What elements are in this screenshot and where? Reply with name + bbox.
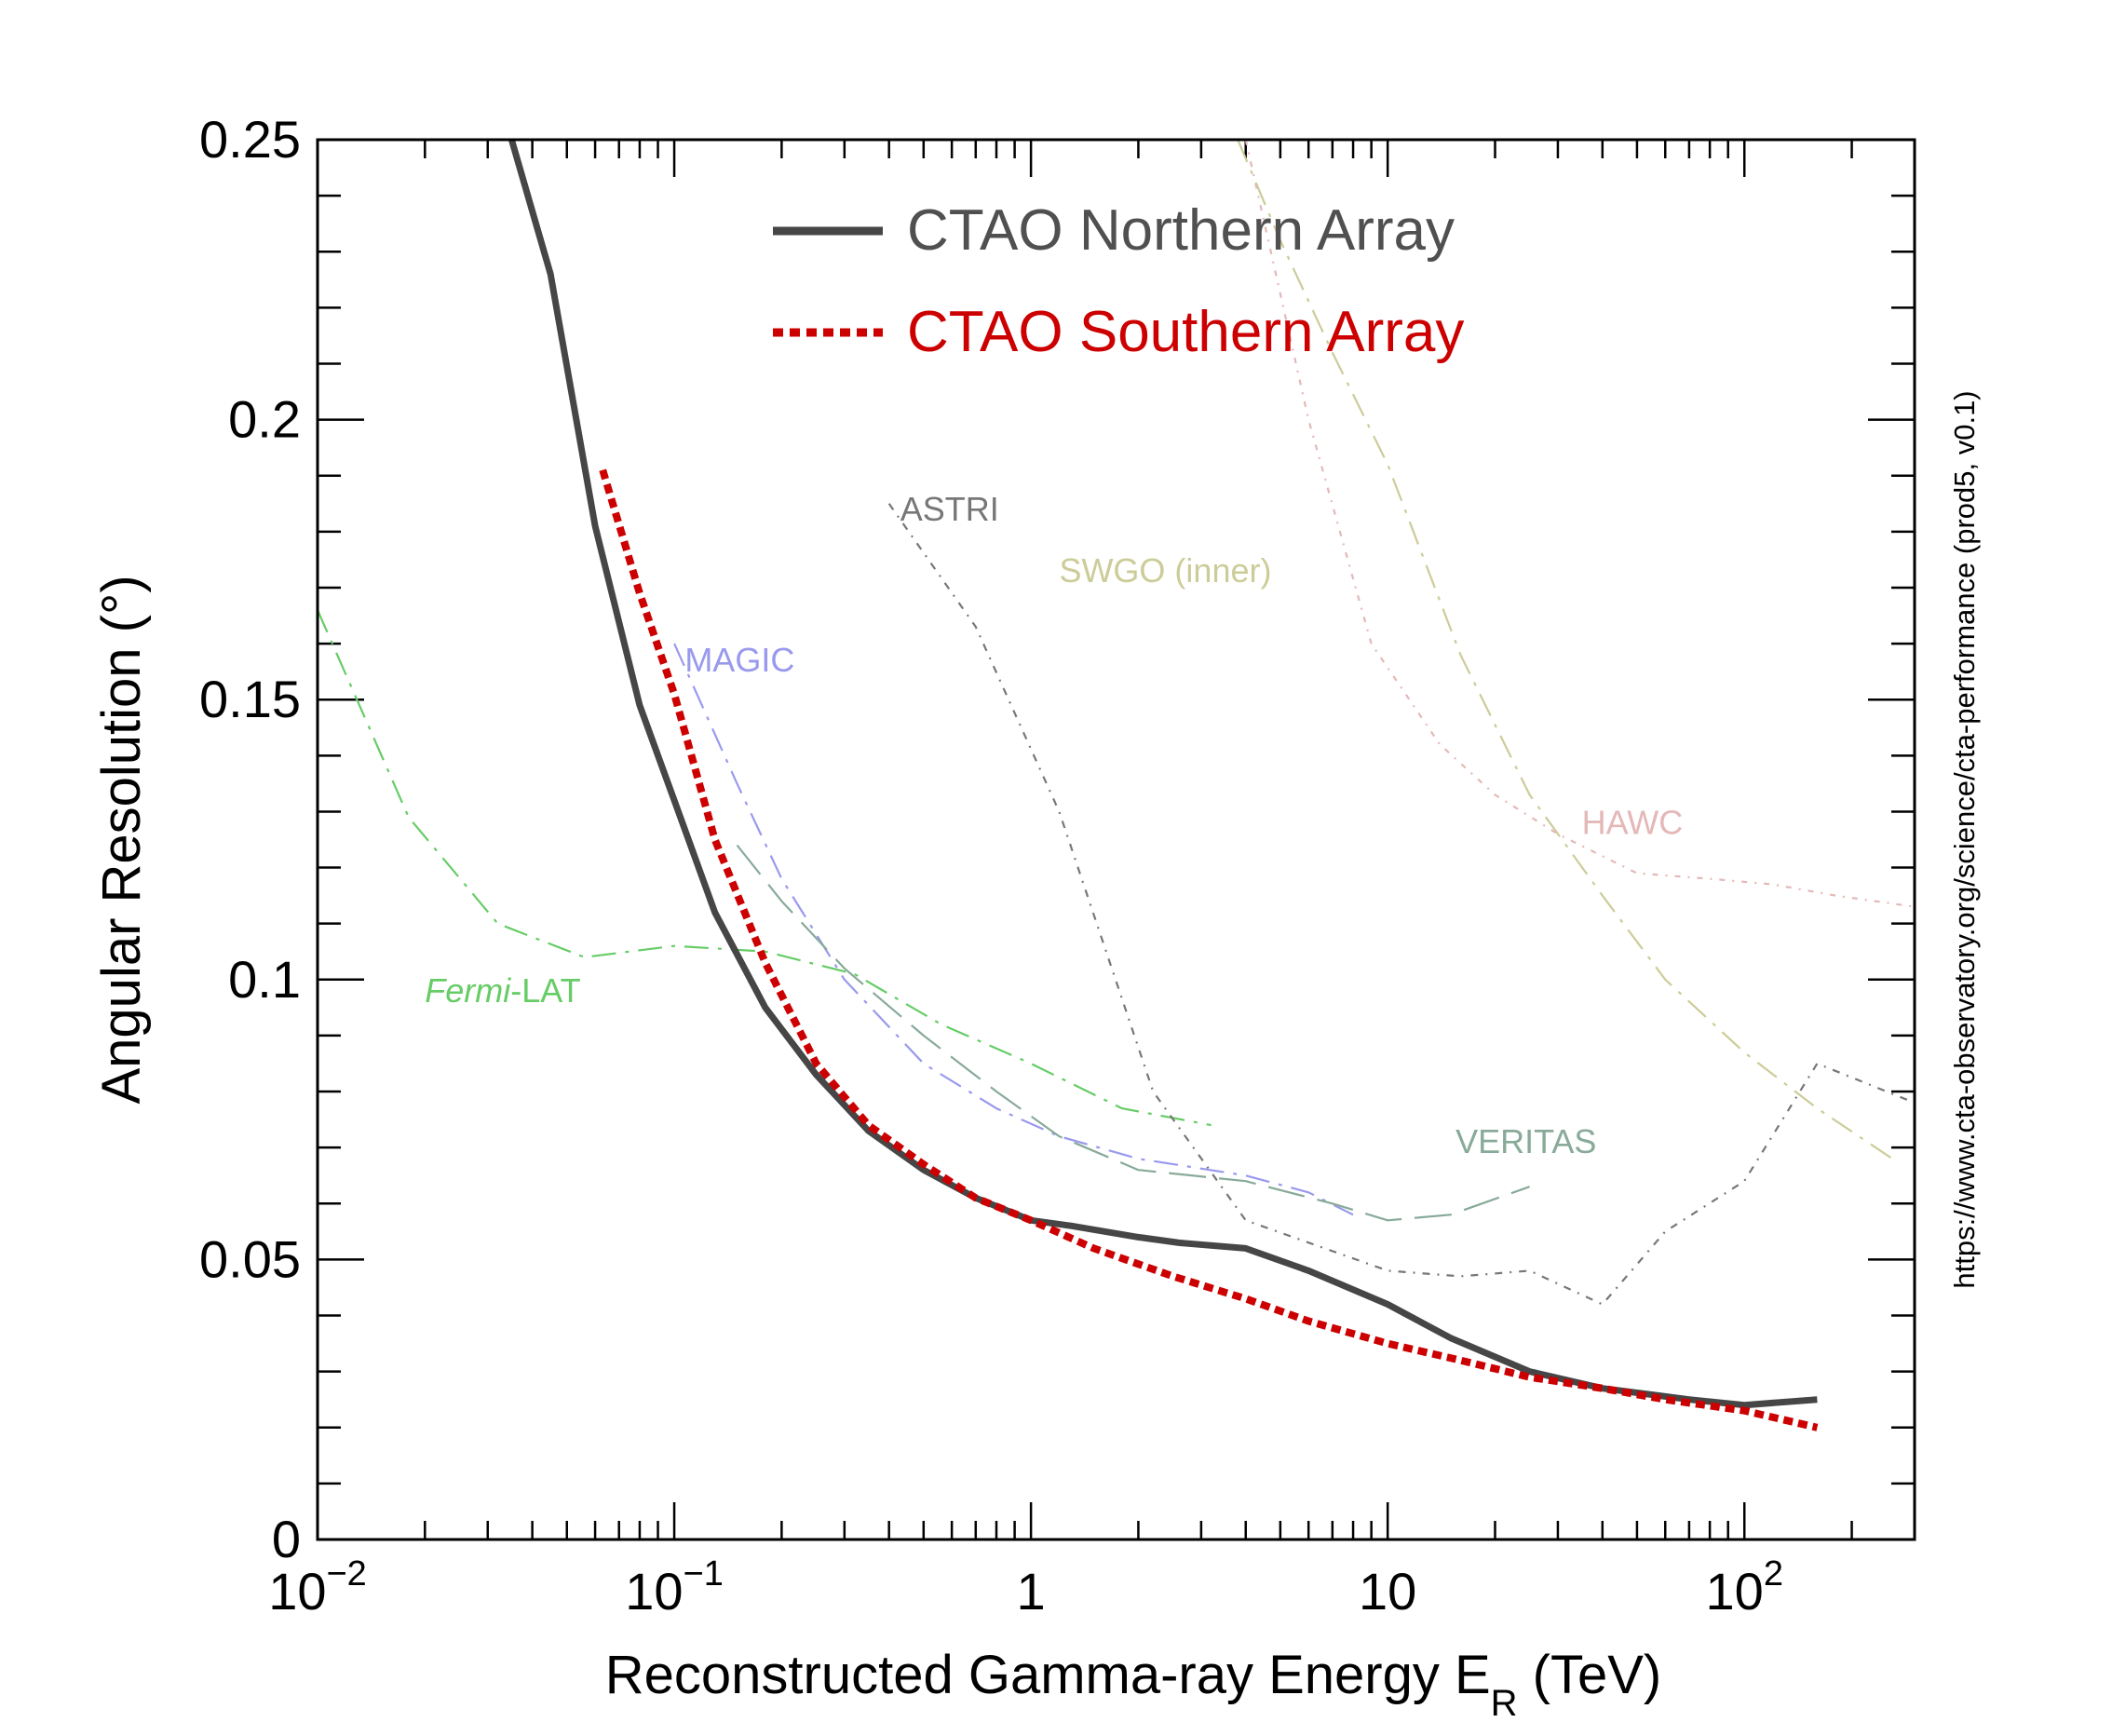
- axis-labels: 0 0.05 0.1 0.15 0.2 0.25 10−2 10−1 1 10 102 Reconst…: [91, 110, 1981, 1724]
- annotation-label: HAWC: [1582, 803, 1684, 841]
- series-veritas: [736, 844, 1530, 1222]
- annotation-label: Fermi-LAT: [425, 971, 580, 1010]
- annotation-label: ASTRI: [900, 490, 999, 528]
- series-lines: [318, 140, 1915, 1431]
- x-tick-label: 1: [1017, 1562, 1046, 1621]
- x-tick-label: 10: [1359, 1562, 1416, 1621]
- annotation-label: VERITAS: [1455, 1122, 1596, 1160]
- y-tick-label: 0.25: [199, 110, 301, 169]
- legend-label: CTAO Northern Array: [907, 198, 1455, 263]
- annotation-label: SWGO (inner): [1059, 551, 1271, 590]
- x-tick-label: 10−1: [625, 1554, 724, 1621]
- annotations: ASTRI SWGO (inner) MAGIC HAWC VERITAS Fermi-L…: [425, 490, 1683, 1160]
- annotation-label: MAGIC: [684, 641, 794, 679]
- y-axis-label: Angular Resolution (°): [91, 575, 152, 1104]
- series-swgo-inner: [1237, 140, 1893, 1160]
- axes-ticks: [316, 138, 1916, 1541]
- x-tick-label: 102: [1706, 1554, 1783, 1621]
- series-magic: [673, 643, 1354, 1216]
- side-note: https://www.cta-observatory.org/science/…: [1948, 390, 1981, 1288]
- y-tick-label: 0: [272, 1510, 301, 1568]
- x-tick-label: 10−2: [268, 1554, 367, 1621]
- legend: CTAO Northern Array CTAO Southern Array: [773, 198, 1464, 364]
- legend-label: CTAO Southern Array: [907, 300, 1464, 364]
- series-ctao-southern-array: [599, 468, 1819, 1431]
- y-tick-label: 0.2: [228, 390, 301, 449]
- plot-frame: [316, 138, 1916, 1541]
- y-tick-label: 0.05: [199, 1229, 301, 1288]
- series-fermi-lat: [318, 609, 1212, 1127]
- y-tick-label: 0.1: [228, 950, 301, 1009]
- x-axis-label: Reconstructed Gamma-ray Energy ER (TeV): [605, 1645, 1662, 1724]
- y-tick-label: 0.15: [199, 670, 301, 728]
- series-ctao-northern-array: [508, 140, 1818, 1409]
- series-astri: [887, 503, 1915, 1306]
